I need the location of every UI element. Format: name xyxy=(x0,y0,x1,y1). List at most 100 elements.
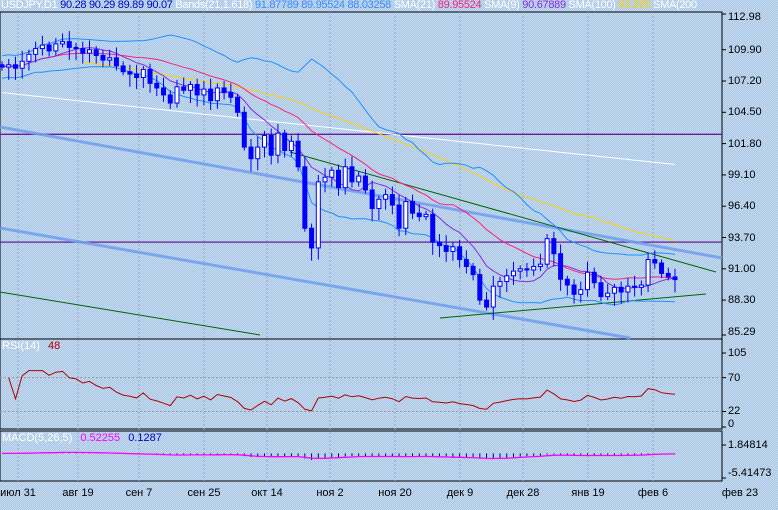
candle-down xyxy=(127,71,133,75)
candle-up xyxy=(638,284,644,288)
candle-down xyxy=(652,259,658,264)
candle-up xyxy=(261,134,267,148)
candle-up xyxy=(611,286,617,294)
symbol-label: USDJPY,D1 xyxy=(1,0,58,11)
candle-down xyxy=(0,64,5,68)
candle-down xyxy=(167,94,173,104)
macd-tick-label: 1.84814 xyxy=(728,439,768,451)
price-tick-label: 109.90 xyxy=(728,43,762,56)
candle-down xyxy=(46,44,52,52)
candle-up xyxy=(531,265,537,271)
candle-down xyxy=(632,285,638,288)
date-tick-label: дек 28 xyxy=(506,487,540,499)
candle-up xyxy=(537,263,543,267)
date-tick-label: янв 19 xyxy=(571,487,605,499)
candle-down xyxy=(389,194,395,206)
candle-up xyxy=(403,201,409,229)
candle-down xyxy=(248,146,254,160)
candle-down xyxy=(591,271,597,284)
rsi-tick-label: 22 xyxy=(728,405,741,418)
bands-mid: 89.95524 xyxy=(301,0,345,11)
candle-down xyxy=(268,134,274,156)
candle-up xyxy=(322,176,328,183)
candle-down xyxy=(659,262,665,274)
candle-up xyxy=(275,132,281,156)
candle-down xyxy=(181,86,187,91)
candle-down xyxy=(309,227,315,249)
rsi-line xyxy=(8,370,676,412)
candle-down xyxy=(147,68,153,84)
price-tick-label: 96.40 xyxy=(728,200,756,213)
candle-down xyxy=(134,73,140,79)
candle-up xyxy=(450,246,456,252)
open-value: 90.28 xyxy=(60,0,87,11)
candle-up xyxy=(517,268,523,272)
candle-down xyxy=(618,286,624,293)
candle-up xyxy=(423,213,429,218)
candle-up xyxy=(33,48,39,55)
candle-up xyxy=(6,64,12,68)
date-tick-label: окт 14 xyxy=(251,487,283,499)
candle-down xyxy=(302,166,308,229)
rsi-tick-label: 0 xyxy=(728,418,735,430)
candle-down xyxy=(477,274,483,301)
rsi-value: 48 xyxy=(47,340,61,352)
candle-down xyxy=(457,246,463,261)
high-value: 90.29 xyxy=(88,0,115,11)
candle-up xyxy=(383,194,389,200)
candle-up xyxy=(201,88,207,96)
candle-up xyxy=(19,60,25,69)
sma21-label: SMA(21) xyxy=(393,0,436,11)
candle-down xyxy=(161,87,167,96)
price-tick-label: 85.29 xyxy=(728,326,756,338)
candle-down xyxy=(349,166,355,183)
candle-down xyxy=(100,55,106,61)
price-tick-label: 112.98 xyxy=(728,11,761,23)
bands-lower: 88.03258 xyxy=(347,0,391,11)
candle-down xyxy=(194,83,200,96)
sma100-line xyxy=(82,62,676,242)
candle-down xyxy=(470,265,476,276)
candle-up xyxy=(140,68,146,79)
candle-up xyxy=(578,289,584,295)
candle-up xyxy=(585,271,591,291)
macd-panel-frame xyxy=(0,430,723,482)
macd-label: MACD(5,26,5) xyxy=(2,432,73,444)
channel-line-lower xyxy=(0,226,631,340)
macd-main-value: 0.52255 xyxy=(80,432,121,444)
candle-down xyxy=(410,201,416,214)
price-tick-label: 93.70 xyxy=(728,231,756,244)
candle-down xyxy=(80,48,86,54)
candle-down xyxy=(551,238,557,255)
candle-down xyxy=(228,92,234,98)
candle-down xyxy=(235,96,241,113)
candle-down xyxy=(598,282,604,298)
rsi-label: RSI(14) xyxy=(2,340,40,352)
candle-down xyxy=(12,64,18,69)
price-tick-label: 91.00 xyxy=(728,262,756,275)
price-tick-label: 101.80 xyxy=(728,137,762,150)
candle-down xyxy=(436,241,442,247)
date-tick-label: авг 19 xyxy=(62,487,94,499)
candle-down xyxy=(241,111,247,148)
candle-up xyxy=(86,49,92,54)
candle-up xyxy=(288,140,294,152)
candle-down xyxy=(396,204,402,229)
macd-header: MACD(5,26,5) 0.52255 0.1287 xyxy=(2,432,167,444)
candle-down xyxy=(120,65,126,73)
channel-line-upper xyxy=(0,125,723,260)
rsi-tick-label: 105 xyxy=(728,347,747,359)
rsi-panel-frame xyxy=(0,338,723,430)
trendline-lower xyxy=(0,291,261,336)
candle-up xyxy=(490,285,496,308)
candle-down xyxy=(571,284,577,295)
candle-down xyxy=(113,57,119,67)
candle-down xyxy=(154,82,160,89)
candle-down xyxy=(336,169,341,189)
date-tick-label: фев 23 xyxy=(721,487,759,499)
candle-down xyxy=(66,41,72,48)
candle-up xyxy=(625,285,631,293)
bands-label: Bands(21,1.618) xyxy=(175,0,253,11)
